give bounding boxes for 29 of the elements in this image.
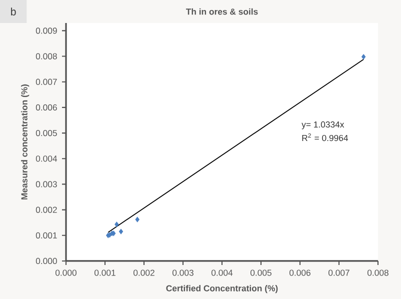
x-tick-label: 0.005 xyxy=(250,270,272,276)
y-tick-label: 0.004 xyxy=(36,156,58,162)
x-tick-label: 0.000 xyxy=(55,270,76,276)
x-tick-label: 0.004 xyxy=(211,270,233,276)
y-tick-label: 0.002 xyxy=(36,206,57,213)
chart-title: Th in ores & soils xyxy=(186,8,258,15)
point xyxy=(135,216,140,222)
x-tick-label: 0.002 xyxy=(133,270,154,276)
x-tick-label: 0.007 xyxy=(328,270,350,276)
annotation: R$^{2}$ = 0.9964 xyxy=(302,133,348,142)
x-tick-label: 0.008 xyxy=(367,270,388,276)
x-tick-label: 0.006 xyxy=(289,270,310,276)
y-axis-title: Measured concentration (%) xyxy=(21,84,30,200)
y-tick-label: 0.001 xyxy=(36,232,57,238)
y-tick-label: 0.008 xyxy=(36,53,57,60)
y-tick-label: 0.000 xyxy=(36,258,57,264)
y-tick-label: 0.005 xyxy=(36,130,57,136)
y-tick-label: 0.007 xyxy=(36,78,57,85)
x-axis-title: Certified Concentration (%) xyxy=(166,284,278,294)
y-tick-label: 0.009 xyxy=(36,28,57,34)
y-tick-label: 0.003 xyxy=(36,181,57,188)
point xyxy=(118,228,124,234)
x-tick-label: 0.001 xyxy=(94,270,116,276)
point xyxy=(361,54,366,60)
annotation: y= 1.0334x xyxy=(302,121,344,130)
y-tick-label: 0.006 xyxy=(36,104,57,111)
point xyxy=(114,222,119,228)
x-tick-label: 0.003 xyxy=(172,270,194,276)
text: b xyxy=(11,8,16,16)
